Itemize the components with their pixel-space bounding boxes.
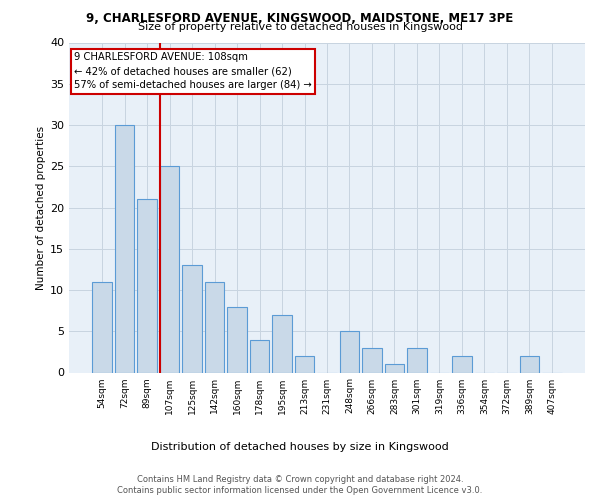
Text: Size of property relative to detached houses in Kingswood: Size of property relative to detached ho… bbox=[137, 22, 463, 32]
Text: Distribution of detached houses by size in Kingswood: Distribution of detached houses by size … bbox=[151, 442, 449, 452]
Bar bbox=[227, 306, 247, 372]
Bar bbox=[250, 340, 269, 372]
Text: 9 CHARLESFORD AVENUE: 108sqm
← 42% of detached houses are smaller (62)
57% of se: 9 CHARLESFORD AVENUE: 108sqm ← 42% of de… bbox=[74, 52, 312, 90]
Bar bbox=[452, 356, 472, 372]
Y-axis label: Number of detached properties: Number of detached properties bbox=[36, 126, 46, 290]
Bar bbox=[340, 331, 359, 372]
Bar bbox=[182, 265, 202, 372]
Bar bbox=[362, 348, 382, 372]
Bar bbox=[92, 282, 112, 372]
Text: 9, CHARLESFORD AVENUE, KINGSWOOD, MAIDSTONE, ME17 3PE: 9, CHARLESFORD AVENUE, KINGSWOOD, MAIDST… bbox=[86, 12, 514, 26]
Bar bbox=[272, 315, 292, 372]
Bar bbox=[137, 199, 157, 372]
Bar bbox=[407, 348, 427, 372]
Text: Contains HM Land Registry data © Crown copyright and database right 2024.: Contains HM Land Registry data © Crown c… bbox=[137, 475, 463, 484]
Bar bbox=[295, 356, 314, 372]
Bar bbox=[520, 356, 539, 372]
Bar bbox=[385, 364, 404, 372]
Bar bbox=[115, 125, 134, 372]
Bar bbox=[160, 166, 179, 372]
Text: Contains public sector information licensed under the Open Government Licence v3: Contains public sector information licen… bbox=[118, 486, 482, 495]
Bar bbox=[205, 282, 224, 372]
